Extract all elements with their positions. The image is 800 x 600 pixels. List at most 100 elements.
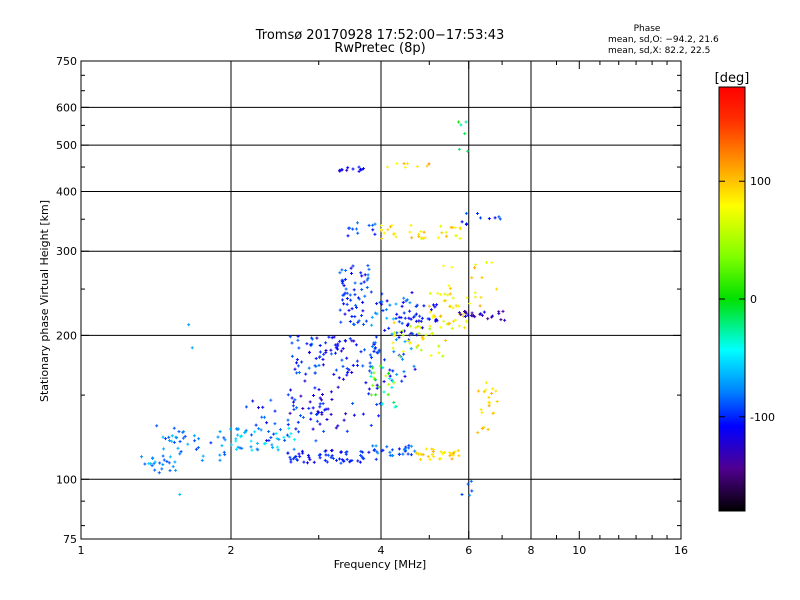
data-point bbox=[375, 444, 377, 448]
data-point bbox=[171, 439, 173, 443]
data-point bbox=[479, 304, 481, 308]
data-point bbox=[315, 439, 317, 443]
data-point bbox=[357, 363, 358, 367]
data-point bbox=[356, 227, 357, 231]
data-point bbox=[480, 295, 482, 299]
data-point bbox=[293, 457, 295, 461]
data-point bbox=[276, 437, 278, 440]
data-point bbox=[412, 332, 414, 336]
data-point bbox=[342, 281, 344, 285]
data-point bbox=[358, 165, 360, 169]
data-point bbox=[373, 449, 375, 452]
data-point bbox=[318, 411, 320, 415]
data-point bbox=[333, 372, 335, 376]
data-point bbox=[255, 423, 257, 427]
data-point bbox=[488, 404, 490, 408]
data-point bbox=[402, 349, 404, 353]
data-point bbox=[470, 314, 472, 318]
data-point bbox=[408, 444, 410, 448]
data-point bbox=[492, 411, 494, 415]
phase-stats-heading: Phase bbox=[634, 24, 661, 34]
data-point bbox=[440, 314, 442, 318]
data-point bbox=[291, 341, 293, 345]
colorbar-ticks: 100 0 -100 bbox=[718, 86, 775, 512]
data-point bbox=[314, 386, 316, 390]
data-point bbox=[345, 412, 347, 416]
data-point bbox=[295, 455, 297, 458]
data-point bbox=[389, 374, 391, 378]
data-point bbox=[374, 378, 376, 381]
data-point bbox=[335, 426, 337, 430]
data-point bbox=[287, 393, 289, 397]
data-point bbox=[360, 167, 361, 171]
data-point bbox=[452, 453, 454, 457]
data-point bbox=[346, 356, 348, 360]
data-point bbox=[464, 132, 466, 136]
data-point bbox=[376, 312, 378, 316]
data-point bbox=[308, 455, 310, 459]
data-point bbox=[347, 234, 349, 238]
data-point bbox=[321, 412, 323, 416]
data-point bbox=[432, 315, 434, 319]
data-point bbox=[483, 310, 485, 314]
data-point bbox=[362, 300, 364, 304]
data-point bbox=[298, 371, 300, 374]
data-point bbox=[398, 453, 400, 456]
data-point bbox=[335, 351, 336, 355]
x-tick-label: 8 bbox=[528, 544, 535, 557]
data-point bbox=[415, 451, 417, 455]
data-point bbox=[148, 462, 150, 466]
data-point bbox=[475, 263, 476, 267]
data-point bbox=[370, 290, 372, 294]
data-point bbox=[389, 453, 391, 457]
data-point bbox=[429, 324, 431, 328]
data-point bbox=[408, 446, 410, 450]
data-point bbox=[371, 365, 373, 368]
data-point bbox=[288, 426, 290, 430]
data-point bbox=[398, 335, 400, 339]
data-point bbox=[296, 361, 297, 365]
data-point bbox=[418, 452, 420, 456]
data-point bbox=[174, 460, 176, 464]
data-point bbox=[411, 291, 413, 295]
data-point bbox=[367, 276, 369, 280]
data-point bbox=[390, 225, 391, 229]
data-point bbox=[487, 427, 489, 431]
data-point bbox=[403, 448, 405, 452]
data-point bbox=[407, 162, 408, 166]
data-point bbox=[338, 376, 340, 380]
data-point bbox=[276, 445, 278, 449]
data-point bbox=[481, 426, 483, 430]
phase-stats-x: mean, sd,X: 82.2, 22.5 bbox=[608, 46, 710, 56]
data-point bbox=[237, 427, 239, 431]
data-point bbox=[494, 216, 496, 220]
data-point bbox=[385, 308, 387, 312]
data-point bbox=[350, 298, 352, 302]
data-point bbox=[489, 401, 491, 405]
data-point bbox=[341, 280, 343, 284]
data-point bbox=[241, 434, 242, 438]
data-point bbox=[353, 323, 355, 327]
data-point bbox=[415, 312, 417, 316]
data-point bbox=[461, 493, 463, 496]
data-point bbox=[380, 228, 382, 232]
data-point bbox=[402, 329, 404, 333]
data-point bbox=[488, 395, 490, 399]
data-point bbox=[342, 298, 343, 302]
data-point bbox=[347, 370, 349, 374]
data-point bbox=[381, 402, 383, 406]
data-point bbox=[410, 453, 412, 457]
data-point bbox=[445, 230, 447, 234]
data-point bbox=[454, 318, 456, 322]
data-point bbox=[287, 423, 289, 427]
y-axis-label: Stationary phase Virtual Height [km] bbox=[38, 200, 51, 402]
data-point bbox=[477, 212, 478, 215]
data-point bbox=[159, 461, 161, 465]
data-point bbox=[297, 334, 299, 338]
data-point bbox=[421, 326, 423, 330]
data-point bbox=[389, 368, 391, 372]
data-point bbox=[303, 460, 305, 464]
data-point bbox=[371, 323, 373, 327]
data-point bbox=[327, 453, 329, 457]
data-point bbox=[392, 317, 394, 321]
